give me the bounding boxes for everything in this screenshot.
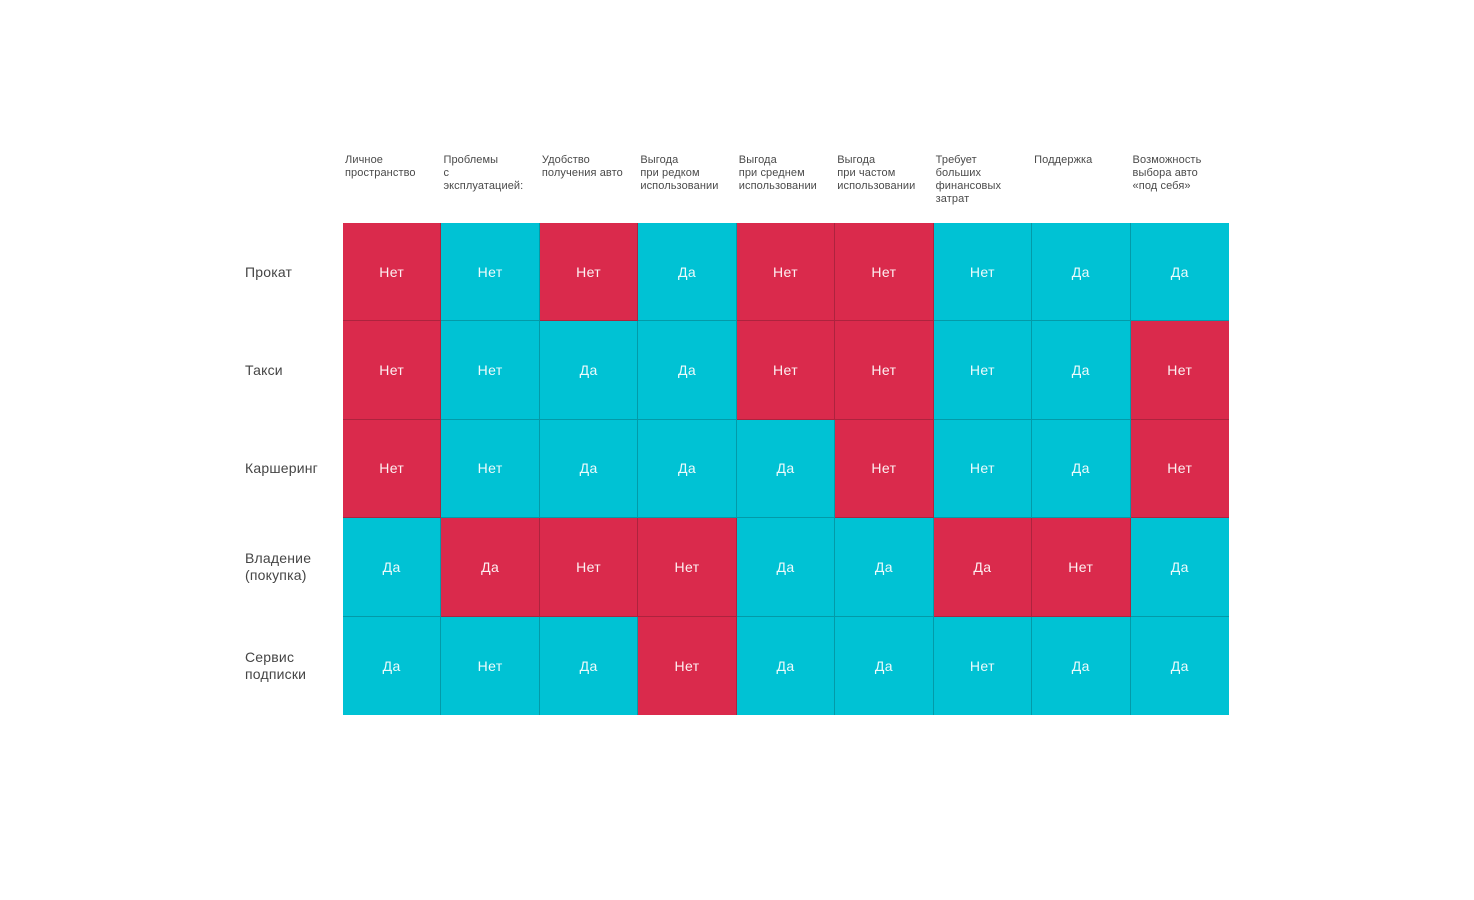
matrix-cell: Нет	[1032, 518, 1131, 617]
matrix-cell: Да	[736, 616, 836, 715]
matrix-cell: Нет	[835, 321, 934, 420]
matrix-cell: Нет	[539, 223, 639, 322]
matrix-cell: Да	[343, 518, 442, 617]
matrix-cell: Нет	[835, 223, 934, 322]
row-label: Сервис подписки	[245, 648, 307, 682]
row-label: Такси	[245, 362, 283, 379]
matrix-cell: Да	[1032, 321, 1131, 420]
matrix-cell: Да	[1032, 223, 1131, 322]
matrix-cell: Нет	[835, 419, 934, 519]
matrix-cell: Да	[933, 518, 1033, 617]
matrix-cell: Да	[638, 419, 737, 519]
matrix-cell: Да	[835, 616, 934, 715]
column-header: Удобство получения авто	[541, 154, 623, 179]
matrix-cell: Да	[1032, 419, 1131, 519]
matrix-cell: Нет	[343, 419, 442, 519]
matrix-cell: Да	[736, 419, 836, 519]
matrix-cell: Да	[638, 223, 737, 322]
matrix-cell: Нет	[638, 518, 737, 617]
column-header: Выгода при частом использовании	[837, 154, 916, 192]
matrix-cell: Да	[1130, 223, 1229, 322]
column-header: Требует больших финансовых затрат	[935, 154, 1002, 205]
matrix-cell: Нет	[539, 518, 639, 617]
matrix-cell: Нет	[638, 616, 737, 715]
matrix-cell: Нет	[1130, 419, 1229, 519]
matrix-cell: Да	[539, 616, 639, 715]
column-header: Личное пространство	[345, 154, 416, 179]
column-headers: Личное пространство Проблемы с эксплуатац…	[343, 154, 1229, 206]
matrix-cell: Да	[736, 518, 836, 617]
matrix-cell: Да	[1032, 616, 1131, 715]
matrix-cell: Да	[539, 321, 639, 420]
matrix-cell: Нет	[933, 616, 1033, 715]
matrix-cell: Нет	[1130, 321, 1229, 420]
row-label: Владение (покупка)	[245, 550, 312, 584]
matrix-cell: Нет	[441, 223, 540, 322]
matrix-cell: Да	[835, 518, 934, 617]
matrix-cell: Нет	[933, 223, 1033, 322]
row-labels: Прокат Такси Каршеринг Владение (покупка) Се…	[245, 223, 339, 715]
matrix-cell: Нет	[933, 321, 1033, 420]
matrix-cell: Нет	[441, 419, 540, 519]
matrix-cell: Нет	[933, 419, 1033, 519]
matrix-cell: Да	[638, 321, 737, 420]
row-label: Прокат	[245, 263, 293, 280]
matrix-cell: Да	[441, 518, 540, 617]
matrix-cell: Да	[1130, 616, 1229, 715]
column-header: Проблемы с эксплуатацией:	[443, 154, 524, 192]
matrix-cell: Нет	[343, 223, 442, 322]
matrix-cell: Нет	[343, 321, 442, 420]
matrix-cell: Да	[539, 419, 639, 519]
matrix-cell: Нет	[441, 616, 540, 715]
column-header: Возможность выбора авто «под себя»	[1132, 154, 1202, 192]
matrix-cell: Нет	[441, 321, 540, 420]
matrix-cell: Нет	[736, 223, 836, 322]
column-header: Выгода при редком использовании	[640, 154, 719, 192]
column-header: Выгода при среднем использовании	[738, 154, 817, 192]
matrix-grid: Нет Нет Нет Да Нет Нет Нет Да Да Нет Нет Да Да Нет Нет…	[343, 223, 1229, 715]
matrix-cell: Нет	[736, 321, 836, 420]
matrix-cell: Да	[343, 616, 442, 715]
row-label: Каршеринг	[245, 460, 318, 477]
matrix-cell: Да	[1130, 518, 1229, 617]
column-header: Поддержка	[1034, 154, 1093, 166]
